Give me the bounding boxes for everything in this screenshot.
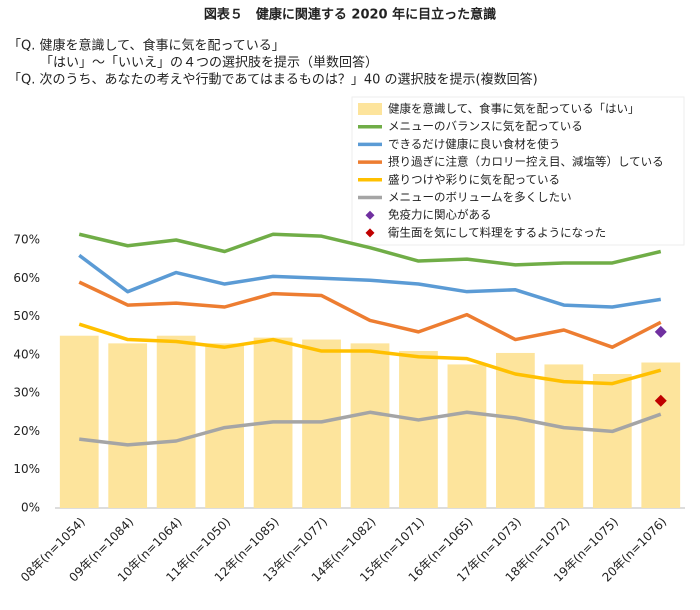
y-tick-label: 0%	[21, 501, 40, 515]
bar	[447, 364, 487, 508]
bar	[399, 351, 438, 508]
y-tick-label: 10%	[13, 462, 40, 476]
legend-box	[351, 96, 685, 246]
y-tick-label: 30%	[13, 386, 40, 400]
subtitle: 「はい」～「いいえ」の４つの選択肢を提示（単数回答）	[40, 55, 378, 71]
line	[78, 253, 662, 309]
bar	[350, 343, 390, 508]
legend-label: できるだけ健康に良い食材を使う	[388, 137, 560, 151]
y-tick-label: 60%	[13, 271, 40, 285]
bar	[592, 374, 632, 508]
y-tick-label: 20%	[13, 424, 40, 438]
chart-title: 図表５ 健康に関連する 2020 年に目立った意識	[204, 7, 496, 23]
legend-label: 盛りつけや彩りに気を配っている	[388, 172, 560, 186]
y-tick-label: 50%	[13, 309, 40, 323]
marker	[654, 325, 667, 338]
line	[79, 410, 662, 447]
bar	[496, 352, 535, 508]
bar	[108, 343, 148, 508]
legend-label: 摂り過ぎに注意（カロリー控え目、減塩等）している	[388, 155, 664, 169]
legend-swatch	[365, 228, 375, 238]
subtitle: 「Q. 次のうち、あなたの考えや行動であてはまるものは？」40 の選択肢を提示(…	[8, 72, 538, 88]
legend-label: メニューのバランスに気を配っている	[388, 119, 583, 133]
bar	[59, 335, 99, 508]
line	[78, 322, 662, 386]
legend-label: 健康を意識して、食事に気を配っている「はい」	[388, 102, 640, 116]
legend-label: メニューのボリュームを多くしたい	[388, 190, 572, 204]
bar	[302, 339, 341, 508]
marker	[654, 394, 667, 407]
y-tick-label: 70%	[13, 233, 40, 247]
legend-swatch	[358, 103, 382, 115]
bar	[544, 364, 584, 508]
bar	[641, 362, 681, 508]
subtitle: 「Q. 健康を意識して、食事に気を配っている」	[8, 38, 285, 54]
line	[78, 232, 662, 267]
legend-label: 免疫力に関心がある	[388, 208, 492, 222]
legend-label: 衛生面を気にして料理をするようになった	[388, 225, 606, 239]
y-tick-label: 40%	[13, 347, 40, 361]
bar	[156, 335, 196, 508]
line	[78, 280, 662, 349]
legend-swatch	[365, 210, 375, 220]
